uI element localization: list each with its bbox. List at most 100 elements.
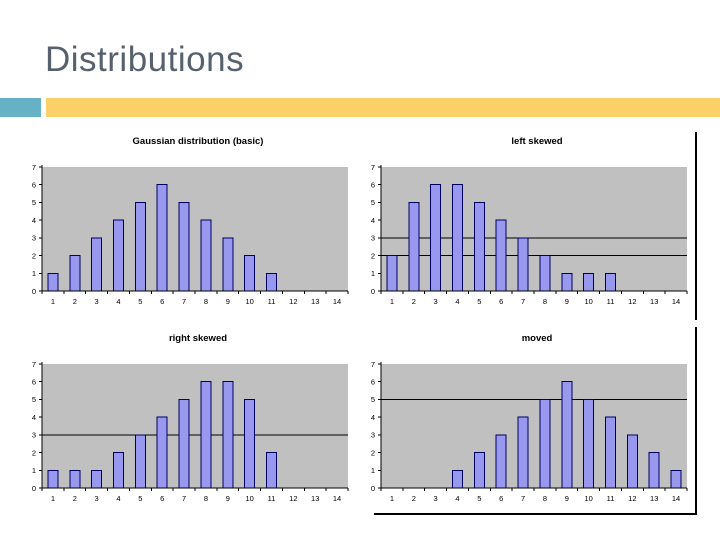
y-tick-label: 3 <box>371 234 375 243</box>
x-tick-label: 8 <box>204 297 208 306</box>
x-tick-label: 13 <box>650 494 658 503</box>
x-tick-label: 3 <box>95 297 99 306</box>
slide-title: Distributions <box>45 40 245 79</box>
chart-title-left-skewed: left skewed <box>511 136 563 147</box>
bar-category-8 <box>539 255 551 292</box>
chart-moved: moved 0 1 2 3 4 5 6 7 1 2 3 4 5 6 7 8 9 10 11 12 13 14 <box>357 330 693 508</box>
y-tick-label: 3 <box>371 431 375 440</box>
x-tick-label: 12 <box>628 297 636 306</box>
bar-category-11 <box>605 272 616 292</box>
bar-category-4 <box>452 469 463 489</box>
chart-title-moved: moved <box>521 333 553 344</box>
x-tick-label: 8 <box>543 494 547 503</box>
y-tick-label: 3 <box>32 431 36 440</box>
chart-frame-right-border-bottom <box>695 327 697 514</box>
x-tick-label: 14 <box>333 297 341 306</box>
bar-category-2 <box>69 469 81 489</box>
x-tick-label: 5 <box>138 494 142 503</box>
x-tick-label: 3 <box>95 494 99 503</box>
chart-frame-right-border-top <box>695 132 697 320</box>
x-tick-label: 11 <box>268 494 276 503</box>
y-tick-label: 7 <box>32 163 36 172</box>
y-tick-label: 7 <box>371 163 375 172</box>
x-tick-label: 8 <box>543 297 547 306</box>
y-tick-label: 4 <box>32 216 36 225</box>
x-tick-label: 2 <box>412 494 416 503</box>
bar-category-6 <box>156 416 168 489</box>
y-tick-label: 2 <box>32 448 36 457</box>
bar-category-9 <box>561 381 573 489</box>
bar-category-12 <box>626 434 638 489</box>
x-tick-label: 3 <box>434 494 438 503</box>
y-tick-label: 1 <box>32 269 36 278</box>
bar-category-8 <box>539 398 551 489</box>
x-tick-label: 2 <box>73 494 77 503</box>
y-tick-label: 3 <box>32 234 36 243</box>
bar-category-6 <box>156 184 168 292</box>
x-tick-label: 7 <box>182 297 186 306</box>
bar-category-9 <box>222 381 234 489</box>
x-tick-label: 1 <box>390 297 394 306</box>
bar-category-9 <box>222 237 234 292</box>
accent-yellow-bar <box>46 98 720 117</box>
x-tick-label: 14 <box>672 297 680 306</box>
bar-category-2 <box>408 201 420 292</box>
x-tick-label: 9 <box>565 297 569 306</box>
x-tick-label: 6 <box>499 297 503 306</box>
bar-category-3 <box>91 469 103 489</box>
x-tick-label: 10 <box>245 297 253 306</box>
bar-category-8 <box>200 219 212 292</box>
y-tick-label: 0 <box>32 484 36 493</box>
bar-category-3 <box>430 184 442 292</box>
x-tick-label: 10 <box>584 297 592 306</box>
y-tick-label: 6 <box>371 378 375 387</box>
x-tick-label: 6 <box>499 494 503 503</box>
y-tick-label: 1 <box>371 269 375 278</box>
chart-right-skewed: right skewed 0 1 2 3 4 5 6 7 1 2 3 4 5 6 7 8 9 10 11 12 13 14 <box>18 330 354 508</box>
plot-background <box>381 364 687 488</box>
bar-category-4 <box>113 452 124 489</box>
x-tick-label: 5 <box>477 297 481 306</box>
bar-category-4 <box>452 184 463 292</box>
y-tick-label: 2 <box>32 251 36 260</box>
x-tick-label: 12 <box>628 494 636 503</box>
x-tick-label: 3 <box>434 297 438 306</box>
x-tick-label: 14 <box>333 494 341 503</box>
bar-category-11 <box>266 452 277 489</box>
x-tick-label: 9 <box>226 494 230 503</box>
y-tick-label: 2 <box>371 251 375 260</box>
bar-category-5 <box>134 201 146 292</box>
bar-category-2 <box>69 255 81 292</box>
y-tick-label: 1 <box>371 466 375 475</box>
x-tick-label: 11 <box>607 494 615 503</box>
bar-category-3 <box>91 237 103 292</box>
bar-category-1 <box>47 272 59 292</box>
y-tick-label: 5 <box>32 198 36 207</box>
bar-category-11 <box>605 416 616 489</box>
bar-category-7 <box>178 398 190 489</box>
y-tick-label: 5 <box>32 395 36 404</box>
x-tick-label: 2 <box>73 297 77 306</box>
bar-category-14 <box>670 469 682 489</box>
x-tick-label: 1 <box>51 297 55 306</box>
x-tick-label: 2 <box>412 297 416 306</box>
chart-left-skewed: left skewed 0 1 2 3 4 5 6 7 1 2 3 4 5 6 7 8 9 10 11 12 13 14 <box>357 133 693 311</box>
x-tick-label: 4 <box>455 297 459 306</box>
y-tick-label: 5 <box>371 395 375 404</box>
bar-category-4 <box>113 219 124 292</box>
x-tick-label: 10 <box>584 494 592 503</box>
y-tick-label: 0 <box>371 484 375 493</box>
y-tick-label: 5 <box>371 198 375 207</box>
x-tick-label: 5 <box>477 494 481 503</box>
bar-category-10 <box>583 272 595 292</box>
bar-category-5 <box>473 452 485 489</box>
bar-category-6 <box>495 219 507 292</box>
x-tick-label: 13 <box>650 297 658 306</box>
bar-category-10 <box>583 398 595 489</box>
bar-category-10 <box>244 398 256 489</box>
y-tick-label: 6 <box>371 181 375 190</box>
